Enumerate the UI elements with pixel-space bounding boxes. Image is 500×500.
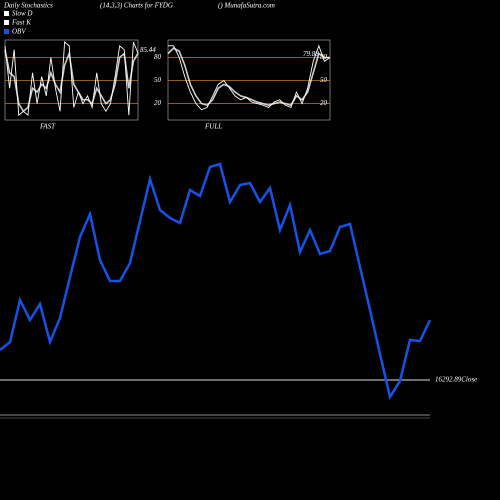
- legend-swatch: [4, 11, 9, 16]
- panel-title: FAST: [39, 123, 56, 131]
- y-tick-label: 50: [320, 76, 328, 84]
- stoch-line: [4, 41, 139, 117]
- header-right: () MunafaSutra.com: [218, 2, 275, 10]
- obv-line: [0, 162, 432, 401]
- header-center: (14,3,3) Charts for FYDG: [100, 2, 173, 10]
- legend-swatch: [4, 20, 9, 25]
- legend-swatch: [4, 29, 9, 34]
- last-value-label: 85.44: [140, 46, 156, 54]
- stoch-line: [167, 47, 331, 107]
- legend-label: Fast K: [11, 19, 31, 27]
- y-tick-label: 50: [154, 76, 162, 84]
- full-panel: [167, 39, 331, 121]
- panel-title: FULL: [204, 123, 222, 131]
- y-tick-label: 20: [320, 99, 328, 107]
- stoch-line: [4, 49, 139, 113]
- header-left: Daily Stochastics: [3, 2, 53, 10]
- legend-label: OBV: [12, 28, 26, 36]
- close-label: 16292.89Close: [435, 376, 477, 384]
- stoch-line: [168, 44, 331, 111]
- last-value-label: 79.88: [303, 50, 319, 58]
- y-tick-label: 80: [154, 53, 162, 61]
- legend-label: Slow D: [12, 10, 32, 18]
- y-tick-label: 20: [154, 99, 162, 107]
